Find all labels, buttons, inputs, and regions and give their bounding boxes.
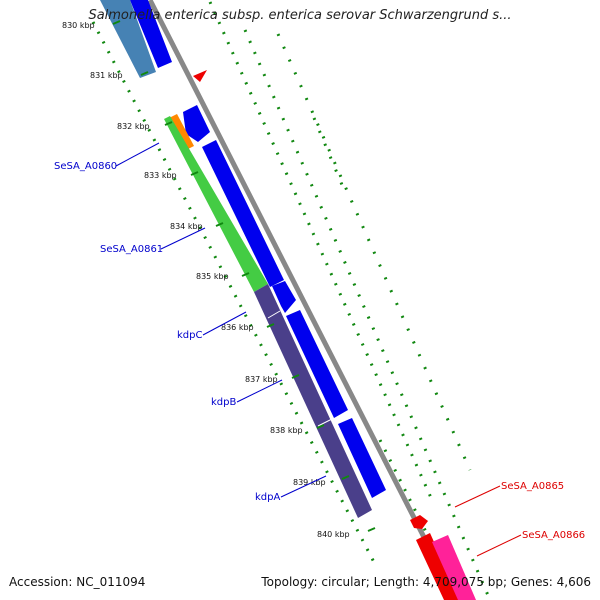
cog-bar-steelblue[interactable] — [100, 0, 156, 78]
gene-label-SeSA_A0861[interactable]: SeSA_A0861 — [100, 244, 163, 255]
tick-label-833: 833 kbp — [144, 171, 177, 180]
guide-line-far — [312, 117, 347, 193]
gene-arrow-kdpB[interactable] — [286, 310, 348, 418]
gene-arrow-SeSA_A0861[interactable] — [202, 140, 284, 287]
guide-line-gc — [243, 29, 492, 600]
tick-mark — [291, 374, 300, 379]
gene-label-kdpA[interactable]: kdpA — [255, 492, 280, 503]
tick-label-840: 840 kbp — [317, 530, 350, 539]
tick-label-839: 839 kbp — [293, 478, 326, 487]
tick-mark — [266, 323, 275, 328]
gene-arrow-SeSA_A0865[interactable] — [416, 533, 460, 600]
cog-separator-2 — [317, 418, 333, 427]
tick-marks — [112, 20, 376, 532]
tick-label-831: 831 kbp — [90, 71, 123, 80]
tick-mark — [367, 527, 376, 532]
forward-strand-genes[interactable] — [118, 0, 386, 498]
gene-arrow-kdpC[interactable] — [272, 281, 296, 313]
connector-SeSA_A0861 — [160, 227, 206, 250]
marker-triangle-top — [193, 70, 207, 82]
gene-label-SeSA_A0865[interactable]: SeSA_A0865 — [501, 481, 564, 492]
tick-mark — [164, 121, 173, 126]
cog-bars[interactable] — [100, 0, 372, 518]
guide-line-inner — [91, 21, 379, 569]
tick-label-837: 837 kbp — [245, 375, 278, 384]
gene-label-SeSA_A0860[interactable]: SeSA_A0860 — [54, 161, 117, 172]
tick-label-835: 835 kbp — [196, 272, 229, 281]
gene-label-connectors — [115, 142, 522, 557]
cog-bar-purple[interactable] — [254, 284, 372, 518]
tick-mark — [241, 272, 250, 277]
tick-label-832: 832 kbp — [117, 122, 150, 131]
cog-bar-orange[interactable] — [169, 114, 194, 150]
guide-line-outer — [276, 33, 472, 471]
tick-mark — [215, 222, 224, 227]
reverse-strand-genes[interactable] — [193, 70, 476, 600]
gene-arrow-top[interactable] — [118, 0, 172, 68]
accession-text: Accession: NC_011094 — [9, 575, 146, 589]
gene-label-kdpC[interactable]: kdpC — [177, 330, 202, 341]
connector-SeSA_A0860 — [115, 142, 160, 167]
gene-arrow-kdpA[interactable] — [338, 418, 386, 498]
gene-labels[interactable]: SeSA_A0860 SeSA_A0861 kdpC kdpB kdpA SeS… — [54, 161, 585, 541]
genome-summary-text: Topology: circular; Length: 4,709,075 bp… — [261, 575, 591, 589]
tick-label-830: 830 kbp — [62, 21, 95, 30]
gene-label-kdpB[interactable]: kdpB — [211, 397, 236, 408]
cog-bar-green[interactable] — [164, 116, 268, 292]
gene-arrow-SeSA_A0866[interactable] — [432, 535, 476, 600]
connector-kdpA — [280, 475, 327, 498]
tick-mark — [190, 171, 199, 176]
tick-label-838: 838 kbp — [270, 426, 303, 435]
map-title: Salmonella enterica subsp. enterica sero… — [88, 8, 512, 23]
tick-label-834: 834 kbp — [170, 222, 203, 231]
tick-mark — [112, 20, 121, 25]
connector-kdpB — [236, 379, 283, 403]
tick-label-836: 836 kbp — [221, 323, 254, 332]
connector-SeSA_A0866 — [476, 534, 522, 557]
backbone-line — [147, 0, 459, 600]
cog-separator-1 — [267, 310, 281, 319]
tick-mark — [316, 424, 325, 429]
gene-label-SeSA_A0866[interactable]: SeSA_A0866 — [522, 530, 585, 541]
tick-mark — [341, 475, 350, 480]
gene-arrow-SeSA_A0860[interactable] — [183, 105, 210, 142]
tick-mark — [140, 71, 149, 76]
connector-SeSA_A0865 — [454, 485, 501, 508]
tick-labels: 830 kbp 831 kbp 832 kbp 833 kbp 834 kbp … — [62, 21, 350, 539]
marker-pentagon-bottom — [410, 515, 428, 529]
connector-kdpC — [202, 311, 247, 336]
